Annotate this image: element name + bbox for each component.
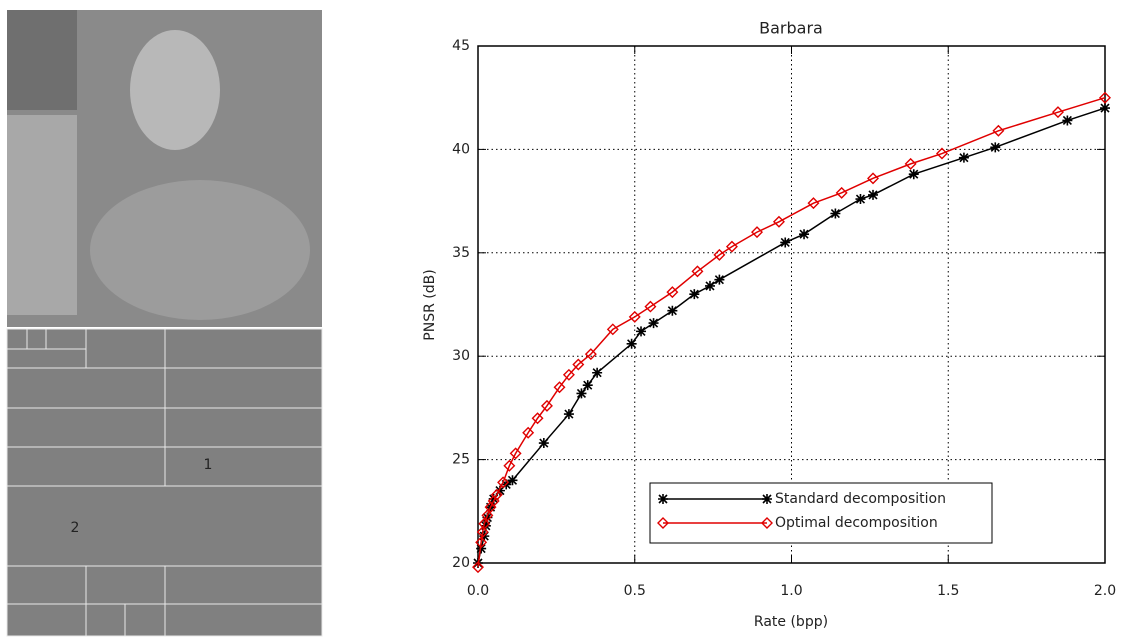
asterisk-marker — [538, 438, 549, 449]
x-tick-label: 0.0 — [467, 583, 489, 599]
y-tick-label: 20 — [452, 555, 470, 571]
diamond-marker — [572, 358, 585, 371]
x-tick-label: 1.5 — [937, 583, 959, 599]
diamond-marker — [584, 348, 597, 361]
diamond-marker — [490, 488, 503, 501]
region-label: 2 — [71, 520, 80, 536]
diamond-marker — [522, 426, 535, 439]
asterisk-marker — [563, 409, 574, 420]
photo-shade — [130, 30, 220, 150]
legend-marker — [761, 517, 773, 529]
legend-label: Standard decomposition — [775, 491, 946, 507]
diamond-marker — [562, 368, 575, 381]
diamond-marker — [1051, 106, 1064, 119]
x-tick-label: 1.0 — [780, 583, 802, 599]
diamond-marker — [725, 240, 738, 253]
asterisk-marker — [990, 142, 1001, 153]
y-tick-label: 30 — [452, 348, 470, 364]
diamond-marker — [503, 459, 516, 472]
asterisk-marker — [480, 520, 491, 531]
diamond-marker — [628, 310, 641, 323]
diamond-marker — [476, 525, 489, 538]
diamond-marker — [606, 323, 619, 336]
asterisk-marker — [799, 229, 810, 240]
asterisk-marker — [714, 274, 725, 285]
asterisk-marker — [908, 169, 919, 180]
asterisk-marker — [576, 388, 587, 399]
x-tick-label: 0.5 — [624, 583, 646, 599]
legend-marker — [762, 494, 772, 504]
asterisk-marker — [507, 475, 518, 486]
legend-label: Optimal decomposition — [775, 515, 938, 531]
diamond-marker — [867, 172, 879, 185]
x-tick-label: 2.0 — [1094, 583, 1116, 599]
asterisk-marker — [626, 338, 637, 349]
y-tick-label: 35 — [452, 245, 470, 261]
y-tick-label: 25 — [452, 452, 470, 468]
asterisk-marker — [830, 208, 841, 219]
plot: 0.0 0.5 1.0 1.5 2.0 20 25 30 35 40 45 Standard deco… — [452, 38, 1116, 599]
asterisk-marker — [667, 305, 678, 316]
diamond-marker — [751, 226, 764, 239]
decomposition: 1 2 — [6, 328, 323, 637]
asterisk-marker — [582, 380, 593, 391]
legend-marker — [657, 517, 669, 529]
diamond-marker — [904, 157, 917, 170]
diamond-marker — [1099, 91, 1111, 104]
diamond-marker — [772, 215, 785, 228]
diamond-marker — [481, 509, 494, 522]
diamond-marker — [807, 197, 820, 210]
photo-shade — [90, 180, 310, 320]
diamond-marker — [713, 248, 726, 261]
diamond-marker — [553, 381, 566, 394]
y-tick-label: 45 — [452, 38, 470, 54]
diamond-marker — [644, 300, 657, 313]
diamond-marker — [472, 561, 484, 574]
chart-title: Barbara — [759, 19, 823, 38]
asterisk-marker — [648, 318, 659, 329]
diamond-marker — [509, 447, 522, 460]
diamond-marker — [666, 286, 679, 299]
asterisk-marker — [780, 237, 791, 248]
diamond-marker — [992, 124, 1005, 137]
asterisk-marker — [855, 194, 866, 205]
diamond-marker — [835, 186, 848, 199]
diamond-marker — [475, 536, 488, 549]
photo — [7, 10, 322, 327]
x-axis-label: Rate (bpp) — [754, 614, 828, 630]
asterisk-marker — [1100, 103, 1110, 114]
diamond-marker — [478, 517, 491, 530]
photo-shade — [7, 10, 77, 110]
asterisk-marker — [868, 189, 879, 200]
diamond-marker — [497, 476, 510, 489]
y-axis-label: PNSR (dB) — [422, 269, 438, 340]
asterisk-marker — [958, 152, 969, 163]
asterisk-marker — [592, 367, 603, 378]
plot-frame — [477, 45, 1106, 564]
legend-box — [649, 482, 993, 544]
diamond-marker — [540, 399, 553, 412]
asterisk-marker — [636, 326, 647, 337]
legend-marker — [658, 494, 668, 504]
diamond-marker — [935, 147, 948, 160]
asterisk-marker — [704, 280, 715, 291]
series-line — [477, 96, 1106, 568]
diamond-marker — [531, 412, 544, 425]
asterisk-marker — [689, 289, 700, 300]
photo-shade — [7, 115, 77, 315]
diamond-marker — [691, 265, 704, 278]
region-label: 1 — [204, 457, 213, 473]
asterisk-marker — [1062, 115, 1073, 126]
y-tick-label: 40 — [452, 141, 470, 157]
asterisk-marker — [476, 543, 487, 554]
